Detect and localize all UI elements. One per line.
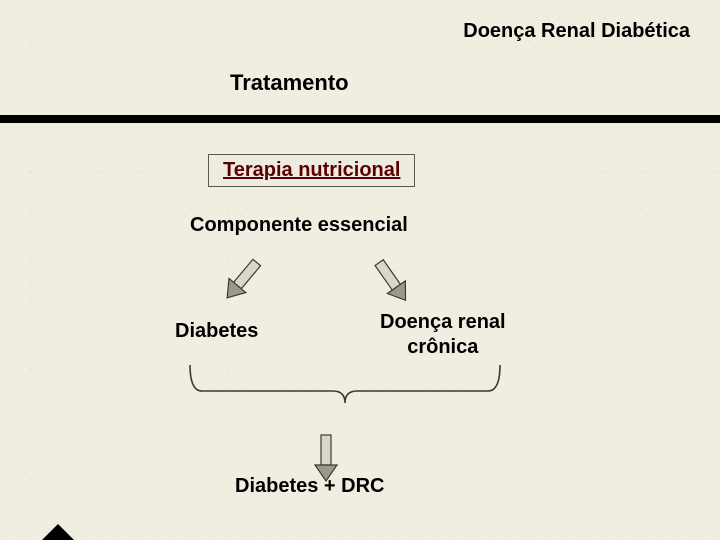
page-title: Doença Renal Diabética bbox=[463, 20, 690, 43]
curly-brace bbox=[190, 365, 500, 417]
node-result: Diabetes + DRC bbox=[235, 475, 385, 498]
section-title: Tratamento bbox=[230, 70, 349, 96]
node-drc-line1: Doença renal bbox=[380, 311, 506, 333]
node-drc-line2: crônica bbox=[407, 336, 478, 358]
divider-thick bbox=[0, 115, 720, 123]
corner-notch bbox=[42, 524, 74, 540]
essential-label: Componente essencial bbox=[190, 214, 408, 237]
therapy-box: Terapia nutricional bbox=[208, 154, 415, 187]
node-drc: Doença renal crônica bbox=[380, 310, 506, 360]
arrow-to-diabetes bbox=[216, 253, 268, 308]
node-diabetes: Diabetes bbox=[175, 320, 258, 343]
slide-content: Doença Renal Diabética Tratamento Terapi… bbox=[0, 0, 720, 540]
arrow-to-drc bbox=[367, 254, 417, 310]
